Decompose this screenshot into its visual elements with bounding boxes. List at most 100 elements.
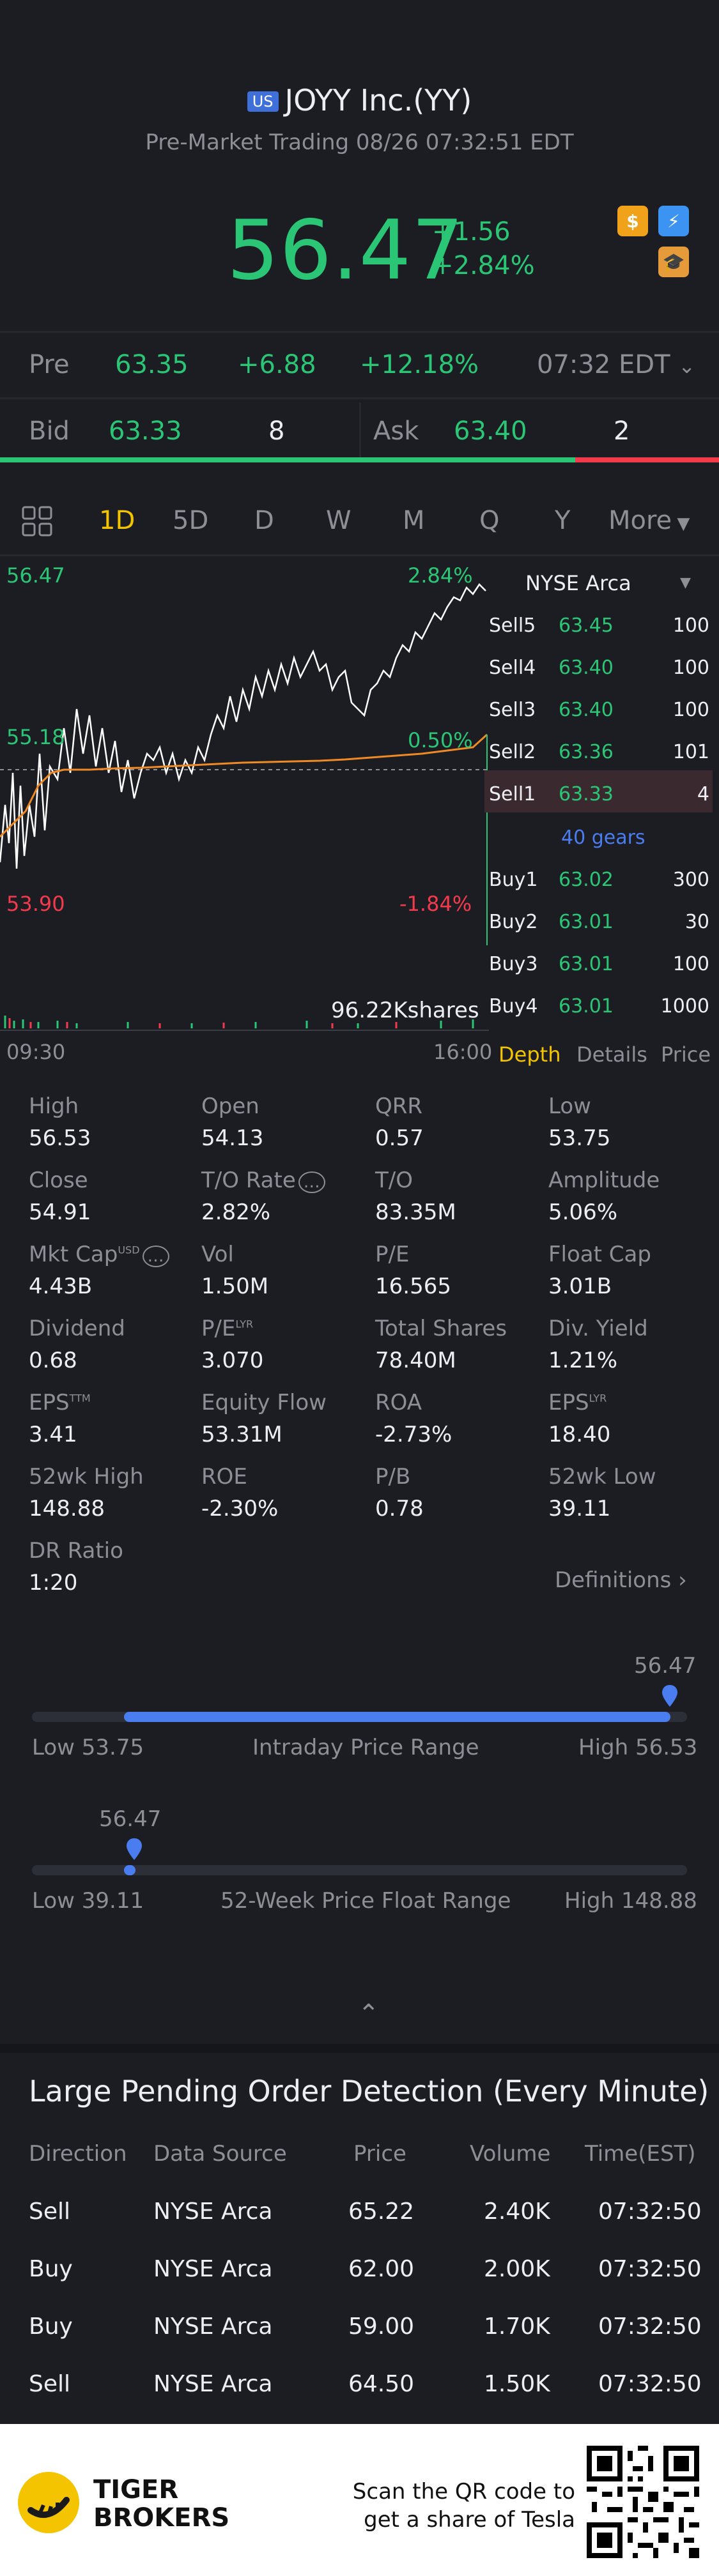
- buy3-label: Buy3: [489, 953, 538, 975]
- week52-low: Low 39.11: [32, 1888, 144, 1914]
- dollar-icon[interactable]: $: [617, 206, 648, 236]
- definitions-link[interactable]: Definitions ›: [555, 1567, 687, 1593]
- stat-value: 0.68: [29, 1348, 77, 1373]
- ask-label: Ask: [373, 416, 419, 446]
- gears-link[interactable]: 40 gears: [561, 827, 646, 849]
- tab-depth[interactable]: Depth: [499, 1042, 561, 1067]
- order-volume: 1.70K: [484, 2313, 550, 2340]
- tab-week[interactable]: W: [326, 506, 352, 535]
- ask-size: 2: [614, 416, 630, 446]
- tiger-brokers-logo-icon: [18, 2472, 79, 2533]
- chart-high-price: 56.47: [6, 563, 65, 588]
- stat-value: 1:20: [29, 1570, 78, 1596]
- week52-range-track: [32, 1865, 687, 1875]
- sell1-price: 63.33: [559, 783, 614, 805]
- premarket-change: +6.88: [238, 350, 316, 379]
- chevron-right-icon: ›: [671, 1567, 687, 1593]
- intraday-current-price: 56.47: [634, 1653, 697, 1679]
- layout-grid-icon[interactable]: [20, 505, 54, 538]
- education-icon[interactable]: 🎓: [658, 247, 689, 277]
- premarket-price: 63.35: [115, 350, 189, 379]
- premarket-time[interactable]: 07:32 EDT ⌄: [537, 350, 695, 379]
- order-source: NYSE Arca: [153, 2256, 273, 2282]
- trading-status: Pre-Market Trading 08/26 07:32:51 EDT: [145, 130, 574, 155]
- stat-label: Amplitude: [548, 1168, 660, 1193]
- order-time: 07:32:50: [598, 2313, 702, 2340]
- info-icon[interactable]: …: [298, 1171, 325, 1193]
- stat-label: ROE: [201, 1464, 247, 1490]
- stat-label: Mkt Cap: [29, 1242, 118, 1267]
- stat-value: 2.82%: [201, 1200, 271, 1225]
- stat-label: Float Cap: [548, 1242, 651, 1267]
- col-volume: Volume: [470, 2141, 551, 2167]
- order-source: NYSE Arca: [153, 2313, 273, 2340]
- chevron-down-icon: ⌄: [678, 354, 696, 378]
- caret-down-icon: ▼: [672, 514, 690, 533]
- definitions-label: Definitions: [555, 1567, 672, 1593]
- ask-price: 63.40: [454, 416, 527, 446]
- sell5-label: Sell5: [489, 614, 536, 637]
- order-price: 64.50: [348, 2371, 415, 2397]
- tab-5d[interactable]: 5D: [173, 506, 209, 535]
- tab-quarter[interactable]: Q: [479, 506, 500, 535]
- sell5-price: 63.45: [559, 614, 614, 637]
- lyr-tag: LYR: [235, 1318, 254, 1330]
- intraday-low: Low 53.75: [32, 1735, 144, 1760]
- stat-label-mkt-cap: Mkt CapUSD…: [29, 1242, 169, 1267]
- qr-code[interactable]: [587, 2446, 699, 2558]
- col-data-source: Data Source: [153, 2141, 287, 2167]
- stat-label: Low: [548, 1094, 591, 1119]
- stat-label: P/E: [201, 1316, 236, 1341]
- tab-month[interactable]: M: [403, 506, 425, 535]
- stat-label: EPS: [29, 1390, 70, 1415]
- order-volume: 1.50K: [484, 2371, 550, 2397]
- buy1-price: 63.02: [559, 869, 614, 891]
- tab-1d[interactable]: 1D: [99, 506, 135, 535]
- promo-footer: TIGER BROKERS Scan the QR code to get a …: [0, 2424, 719, 2576]
- intraday-chart[interactable]: [0, 562, 489, 1035]
- order-direction: Sell: [29, 2371, 71, 2397]
- tab-price[interactable]: Price: [661, 1042, 711, 1067]
- collapse-chevron-up-icon[interactable]: ⌃: [358, 1999, 380, 2029]
- divider: [0, 331, 719, 333]
- info-icon[interactable]: …: [142, 1246, 169, 1267]
- more-menu[interactable]: More ▼: [608, 506, 690, 535]
- buy4-volume: 1000: [660, 995, 709, 1017]
- stat-label-eps-ttm: EPSTTM: [29, 1390, 91, 1415]
- ttm-tag: TTM: [69, 1392, 91, 1405]
- sell1-volume: 4: [697, 783, 709, 805]
- stat-value: 5.06%: [548, 1200, 618, 1225]
- tab-day[interactable]: D: [254, 506, 274, 535]
- col-direction: Direction: [29, 2141, 127, 2167]
- divider: [359, 402, 361, 460]
- stat-label: Close: [29, 1168, 88, 1193]
- intraday-high: High 56.53: [578, 1735, 698, 1760]
- stat-label: Total Shares: [375, 1316, 507, 1341]
- chart-end-time: 16:00: [433, 1040, 493, 1064]
- chart-low-pct: -1.84%: [399, 892, 472, 916]
- stat-value: 3.41: [29, 1422, 77, 1447]
- stat-value: 53.31M: [201, 1422, 282, 1447]
- tab-year[interactable]: Y: [555, 506, 571, 535]
- sell4-label: Sell4: [489, 657, 536, 679]
- exchange-select[interactable]: NYSE Arca: [525, 571, 631, 595]
- chart-mid-price: 55.18: [6, 725, 65, 749]
- sell2-label: Sell2: [489, 741, 536, 763]
- buy3-volume: 100: [672, 953, 709, 975]
- flash-icon[interactable]: ⚡: [658, 206, 689, 236]
- order-price: 62.00: [348, 2256, 415, 2282]
- tab-details[interactable]: Details: [576, 1042, 647, 1067]
- intraday-range-track: [32, 1712, 687, 1722]
- volume-bars: [0, 1003, 489, 1028]
- stat-label: DR Ratio: [29, 1538, 123, 1564]
- stat-label: Dividend: [29, 1316, 125, 1341]
- week52-current-price: 56.47: [99, 1806, 162, 1832]
- sell2-volume: 101: [672, 741, 709, 763]
- stat-label: EPS: [548, 1390, 589, 1415]
- order-price: 65.22: [348, 2199, 415, 2225]
- market-badge: US: [247, 91, 279, 112]
- col-price: Price: [353, 2141, 406, 2167]
- order-volume: 2.40K: [484, 2199, 550, 2225]
- order-direction: Buy: [29, 2256, 73, 2282]
- last-price: 56.47: [227, 203, 465, 298]
